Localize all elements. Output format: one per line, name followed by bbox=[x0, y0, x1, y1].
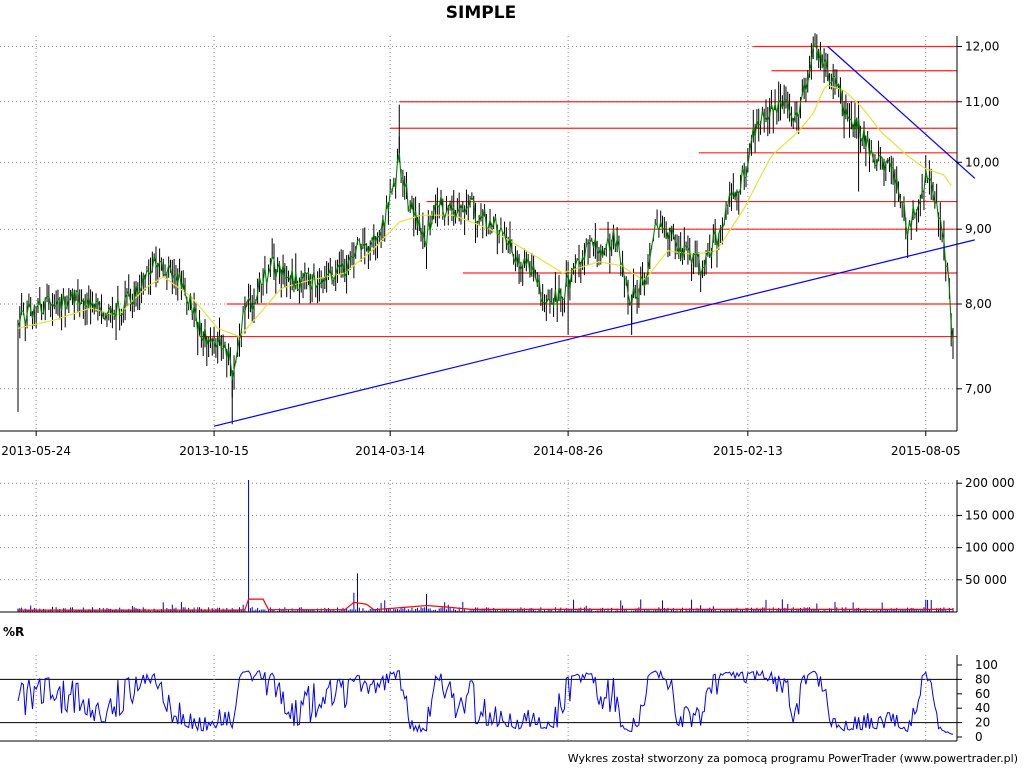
williams-r-y-tick-label: 20 bbox=[975, 716, 990, 730]
williams-r-y-tick-label: 0 bbox=[975, 730, 983, 744]
price-x-tick-label: 2013-05-24 bbox=[1, 444, 71, 458]
trend-lines bbox=[213, 46, 976, 427]
trend-line bbox=[827, 46, 976, 179]
price-y-tick-label: 12,00 bbox=[965, 39, 999, 53]
price-y-tick-label: 11,00 bbox=[965, 95, 999, 109]
price-x-ticks: 2013-05-24 2013-10-15 2014-03-14 2014-08-26… bbox=[1, 431, 961, 458]
volume-y-ticks: 50 000 100 000 150 000 200 000 bbox=[957, 476, 1015, 587]
horizontal-levels bbox=[199, 45, 957, 338]
williams-r-line bbox=[17, 669, 954, 735]
williams-r-y-tick-label: 60 bbox=[975, 687, 990, 701]
price-x-tick-label: 2013-10-15 bbox=[179, 444, 249, 458]
footer-credit: Wykres został stworzony za pomocą progra… bbox=[568, 752, 1018, 765]
price-x-tick-label: 2014-08-26 bbox=[533, 444, 603, 458]
volume-panel: 50 000 100 000 150 000 200 000 bbox=[0, 476, 1015, 613]
williams-r-y-tick-label: 100 bbox=[975, 658, 998, 672]
price-y-tick-label: 8,00 bbox=[965, 297, 992, 311]
williams-r-grid bbox=[0, 655, 957, 741]
price-y-tick-label: 9,00 bbox=[965, 222, 992, 236]
williams-r-y-tick-label: 80 bbox=[975, 672, 990, 686]
price-y-tick-label: 7,00 bbox=[965, 382, 992, 396]
price-y-tick-label: 10,00 bbox=[965, 155, 999, 169]
close-price-line bbox=[17, 44, 954, 379]
volume-grid bbox=[0, 480, 957, 612]
trend-line bbox=[213, 239, 975, 427]
williams-r-y-tick-label: 40 bbox=[975, 701, 990, 715]
volume-y-tick-label: 200 000 bbox=[965, 476, 1015, 490]
chart-title: SIMPLE bbox=[446, 3, 516, 23]
volume-y-tick-label: 100 000 bbox=[965, 541, 1015, 555]
moving-average-line bbox=[17, 84, 952, 338]
price-x-tick-label: 2015-08-05 bbox=[891, 444, 961, 458]
williams-r-label: %R bbox=[3, 625, 24, 639]
price-grid bbox=[0, 36, 957, 431]
price-x-tick-label: 2015-02-13 bbox=[713, 444, 783, 458]
volume-y-tick-label: 150 000 bbox=[965, 508, 1015, 522]
volume-bars bbox=[17, 480, 954, 612]
volume-y-tick-label: 50 000 bbox=[965, 573, 1007, 587]
price-x-tick-label: 2014-03-14 bbox=[355, 444, 425, 458]
price-y-ticks: 7,00 8,00 9,00 10,00 11,00 12,00 bbox=[957, 39, 999, 396]
volume-moving-average bbox=[18, 598, 953, 611]
